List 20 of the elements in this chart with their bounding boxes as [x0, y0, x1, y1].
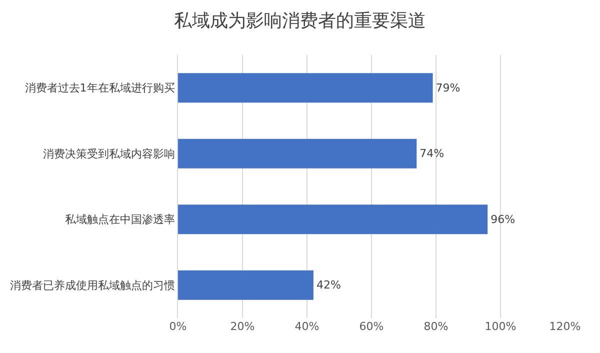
y-tick-label: 消费者过去1年在私域进行购买 — [24, 82, 175, 95]
data-label: 79% — [436, 81, 460, 94]
bar — [178, 270, 314, 300]
y-tick-label: 私域触点在中国渗透率 — [64, 213, 175, 226]
bar — [178, 138, 417, 168]
data-label: 42% — [316, 278, 341, 292]
chart-title: 私域成为影响消费者的重要渠道 — [174, 10, 426, 32]
x-tick-label: 80% — [424, 320, 448, 333]
x-tick-label: 0% — [169, 320, 187, 333]
data-label: 96% — [490, 212, 516, 226]
x-tick-label: 40% — [294, 320, 320, 333]
x-tick-label: 20% — [230, 320, 255, 333]
bar — [178, 204, 488, 234]
bar — [178, 73, 433, 103]
x-tick-label: 120% — [549, 320, 581, 333]
y-tick-label: 消费者已养成使用私域触点的习惯 — [10, 278, 175, 292]
x-tick-label: 60% — [359, 320, 384, 333]
y-tick-label: 消费决策受到私域内容影响 — [42, 147, 175, 160]
data-label: 74% — [420, 147, 444, 160]
x-tick-label: 100% — [484, 320, 516, 333]
